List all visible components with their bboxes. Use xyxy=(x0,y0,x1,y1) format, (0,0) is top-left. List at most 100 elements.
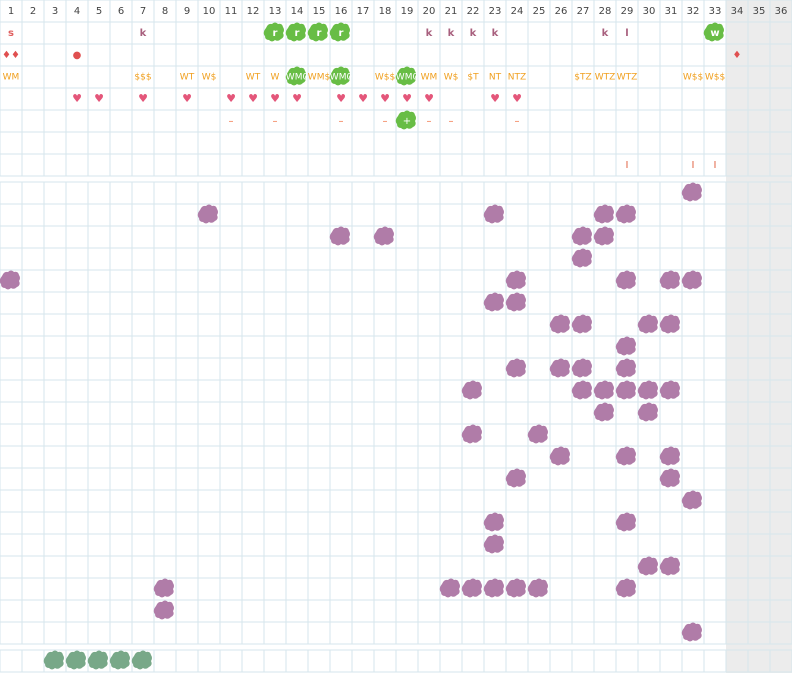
cell-text: WT xyxy=(180,73,195,83)
green-token xyxy=(329,66,350,86)
cell-text: – xyxy=(229,116,234,127)
column-number: 21 xyxy=(445,6,458,17)
purple-token xyxy=(527,578,548,598)
column-number: 32 xyxy=(687,6,700,17)
cell-text: ♥ xyxy=(512,92,522,105)
cell-text: ♥ xyxy=(336,92,346,105)
purple-token xyxy=(681,490,702,510)
purple-token xyxy=(659,446,680,466)
cell-text: ♥ xyxy=(490,92,500,105)
cell-text: W xyxy=(271,73,280,83)
column-number: 13 xyxy=(269,6,282,17)
cell-text: W$ xyxy=(202,73,217,83)
cell-text: ♥ xyxy=(358,92,368,105)
green-token xyxy=(263,22,284,42)
purple-token xyxy=(615,512,636,532)
purple-token xyxy=(505,270,526,290)
cell-text: r xyxy=(295,28,300,39)
purple-token xyxy=(197,204,218,224)
purple-token xyxy=(659,314,680,334)
purple-token xyxy=(483,534,504,554)
cell-text: l xyxy=(625,28,628,39)
cell-text: – xyxy=(449,116,454,127)
purple-token xyxy=(549,314,570,334)
purple-token xyxy=(659,468,680,488)
cell-text: – xyxy=(515,116,520,127)
column-number: 33 xyxy=(709,6,722,17)
column-number: 14 xyxy=(291,6,304,17)
cell-text: ♥ xyxy=(402,92,412,105)
column-number: 15 xyxy=(313,6,326,17)
cell-text: ♥ xyxy=(72,92,82,105)
cell-text: NT xyxy=(489,73,502,83)
column-number: 16 xyxy=(335,6,348,17)
cell-text: ♥ xyxy=(226,92,236,105)
green-token xyxy=(329,22,350,42)
cell-text: I xyxy=(692,160,695,171)
green-token xyxy=(395,110,416,130)
column-number: 12 xyxy=(247,6,260,17)
purple-token xyxy=(439,578,460,598)
column-number: 1 xyxy=(8,6,14,17)
purple-token xyxy=(153,578,174,598)
cell-text: W$$ xyxy=(705,73,725,83)
purple-token xyxy=(461,578,482,598)
column-number: 35 xyxy=(753,6,766,17)
purple-token xyxy=(153,600,174,620)
cell-text: NTZ xyxy=(508,73,526,83)
cell-text: ● xyxy=(73,50,82,61)
cell-text: WM0 xyxy=(396,73,419,83)
cell-text: – xyxy=(339,116,344,127)
column-number: 19 xyxy=(401,6,414,17)
purple-token xyxy=(681,622,702,642)
purple-token xyxy=(527,424,548,444)
column-number: 36 xyxy=(775,6,788,17)
column-number: 2 xyxy=(30,6,36,17)
column-number: 31 xyxy=(665,6,678,17)
cell-text: I xyxy=(714,160,717,171)
column-number: 20 xyxy=(423,6,436,17)
cell-text: WM xyxy=(3,73,20,83)
column-number: 22 xyxy=(467,6,480,17)
cell-text: W$$ xyxy=(375,73,395,83)
cell-text: WM$ xyxy=(308,73,330,83)
column-number: 3 xyxy=(52,6,58,17)
purple-token xyxy=(593,204,614,224)
cell-text: ♥ xyxy=(292,92,302,105)
cell-text: w xyxy=(710,28,719,39)
teal-token xyxy=(65,650,86,670)
column-number: 23 xyxy=(489,6,502,17)
purple-token xyxy=(483,578,504,598)
purple-token xyxy=(461,424,482,444)
column-number: 25 xyxy=(533,6,546,17)
cell-text: k xyxy=(602,28,609,39)
purple-token xyxy=(373,226,394,246)
purple-token xyxy=(615,358,636,378)
purple-token xyxy=(615,270,636,290)
purple-token xyxy=(329,226,350,246)
column-number: 5 xyxy=(96,6,102,17)
green-token xyxy=(285,66,306,86)
cell-text: ♦♦ xyxy=(2,50,20,61)
teal-token xyxy=(87,650,108,670)
purple-token xyxy=(615,204,636,224)
cell-text: W$ xyxy=(444,73,459,83)
purple-token xyxy=(593,402,614,422)
cell-text: s xyxy=(8,28,14,39)
cell-text: ♥ xyxy=(182,92,192,105)
cell-text: I xyxy=(626,160,629,171)
purple-token xyxy=(637,556,658,576)
cell-text: $TZ xyxy=(574,73,591,83)
cell-text: + xyxy=(403,116,411,127)
purple-token xyxy=(505,468,526,488)
purple-token xyxy=(571,226,592,246)
cell-text: ♥ xyxy=(94,92,104,105)
cell-text: r xyxy=(317,28,322,39)
column-number: 28 xyxy=(599,6,612,17)
column-number: 10 xyxy=(203,6,216,17)
cell-text: WM xyxy=(421,73,438,83)
cell-text: $$$ xyxy=(134,73,151,83)
cell-text: k xyxy=(470,28,477,39)
green-token xyxy=(395,66,416,86)
cell-text: ♥ xyxy=(138,92,148,105)
